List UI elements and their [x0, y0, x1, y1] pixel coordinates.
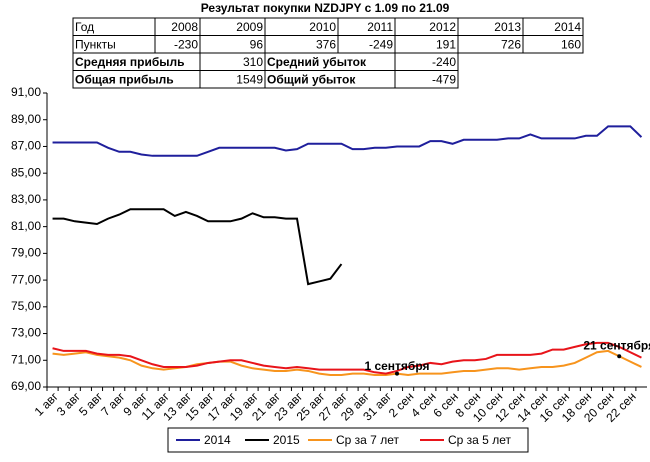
series-line: [52, 208, 343, 286]
y-tick-label: 71,00: [11, 352, 41, 366]
legend-label: Ср за 5 лет: [448, 433, 511, 447]
table-text: Год: [75, 20, 94, 34]
x-tick-label: 1 авг: [32, 389, 62, 419]
y-tick-label: 89,00: [11, 112, 41, 126]
table-text: 160: [561, 37, 581, 51]
x-tick-label: 7 авг: [98, 389, 128, 419]
legend-label: 2014: [204, 433, 231, 447]
table-cell: [394, 70, 459, 89]
x-tick-label: 4 сен: [408, 389, 439, 420]
legend-box: [167, 427, 529, 453]
series-line: [52, 125, 643, 157]
y-tick-label: 77,00: [11, 272, 41, 286]
series-line: [52, 341, 642, 375]
table-text: 1549: [236, 72, 263, 86]
y-tick-label: 85,00: [11, 165, 41, 179]
table-text: 2009: [236, 20, 263, 34]
table-text: 2011: [367, 20, 393, 34]
y-tick-label: 83,00: [11, 192, 41, 206]
table-text: Пункты: [75, 37, 116, 51]
table-text: Средняя прибыль: [75, 55, 185, 69]
table-cell: [522, 35, 584, 54]
table-text: -240: [432, 55, 456, 69]
annotation: 21 сентября: [583, 338, 650, 352]
table-text: 376: [316, 37, 336, 51]
table-text: 96: [250, 37, 264, 51]
x-tick-label: 6 сен: [430, 389, 461, 420]
table-text: 726: [501, 37, 521, 51]
table-text: -249: [369, 37, 393, 51]
table-text: 310: [243, 55, 263, 69]
x-tick-label: 5 авг: [76, 389, 106, 419]
table-text: Средний убыток: [267, 55, 367, 69]
table-text: 2012: [429, 20, 456, 34]
annotation: 1 сентября: [364, 359, 429, 373]
y-tick-label: 81,00: [11, 219, 41, 233]
x-tick-label: 3 авг: [54, 389, 84, 419]
table-text: 2014: [554, 20, 581, 34]
y-tick-label: 79,00: [11, 246, 41, 260]
annotation-dot: [395, 371, 399, 376]
y-tick-label: 73,00: [11, 326, 41, 340]
table-text: Общий убыток: [267, 72, 356, 86]
chart-title: Результат покупки NZDJPY с 1.09 по 21.09: [201, 1, 450, 15]
table-text: 2013: [494, 20, 521, 34]
y-tick-label: 75,00: [11, 299, 41, 313]
table-text: 2010: [309, 20, 336, 34]
series-line: [52, 349, 642, 376]
table-text: 191: [436, 37, 456, 51]
legend-label: 2015: [273, 433, 300, 447]
y-tick-label: 87,00: [11, 139, 41, 153]
annotation-dot: [617, 354, 622, 359]
x-tick-label: 2 сен: [386, 389, 417, 420]
y-tick-label: 69,00: [11, 379, 41, 393]
table-text: -230: [174, 37, 198, 51]
legend-label: Ср за 7 лет: [336, 433, 399, 447]
y-tick-label: 91,00: [11, 85, 41, 99]
table-text: Общая прибыль: [75, 72, 174, 86]
table-text: -479: [432, 72, 456, 86]
table-text: 2008: [171, 20, 198, 34]
